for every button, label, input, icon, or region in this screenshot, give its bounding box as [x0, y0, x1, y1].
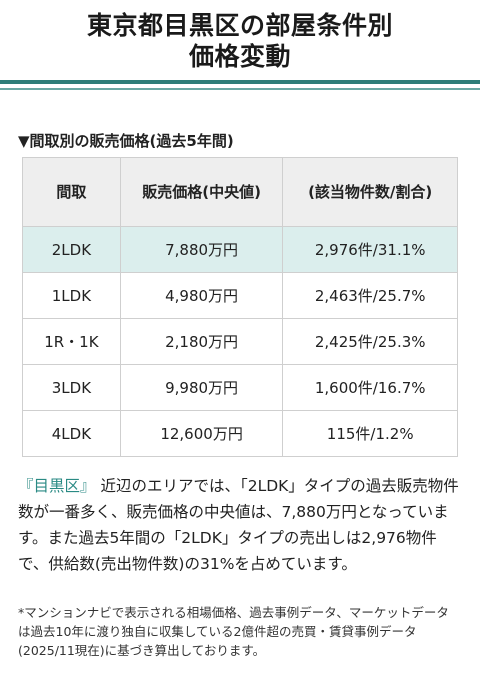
- summary-text: 近辺のエリアでは、「2LDK」タイプの過去販売物件数が一番多く、販売価格の中央値…: [18, 477, 459, 573]
- table-row: 4LDK 12,600万円 115件/1.2%: [22, 410, 458, 457]
- cell-share: 1,600件/16.7%: [282, 364, 458, 411]
- column-header-share: (該当物件数/割合): [282, 157, 458, 227]
- price-by-layout-table: 間取 販売価格(中央値) (該当物件数/割合) 2LDK 7,880万円 2,9…: [22, 157, 458, 457]
- area-name-link[interactable]: 『目黒区』: [18, 477, 96, 495]
- data-source-note: *マンションナビで表示される相場価格、過去事例データ、マーケットデータは過去10…: [18, 605, 449, 658]
- header-divider-thick: [0, 80, 480, 84]
- column-header-layout: 間取: [22, 157, 121, 227]
- cell-share: 2,976件/31.1%: [282, 226, 458, 273]
- cell-layout: 2LDK: [22, 226, 121, 273]
- summary-paragraph: 『目黒区』 近辺のエリアでは、「2LDK」タイプの過去販売物件数が一番多く、販売…: [18, 473, 460, 577]
- table-row: 1LDK 4,980万円 2,463件/25.7%: [22, 272, 458, 319]
- table-header-row: 間取 販売価格(中央値) (該当物件数/割合): [22, 157, 458, 227]
- header-divider-thin: [0, 88, 480, 90]
- table-row: 2LDK 7,880万円 2,976件/31.1%: [22, 226, 458, 273]
- cell-layout: 1LDK: [22, 272, 121, 319]
- section-heading: ▼間取別の販売価格(過去5年間): [18, 132, 234, 150]
- cell-price: 12,600万円: [119, 410, 284, 457]
- cell-price: 2,180万円: [119, 318, 284, 365]
- cell-layout: 3LDK: [22, 364, 121, 411]
- page-header: 東京都目黒区の部屋条件別 価格変動: [0, 0, 480, 72]
- table-row: 1R・1K 2,180万円 2,425件/25.3%: [22, 318, 458, 365]
- page-title-line-2: 価格変動: [188, 42, 291, 71]
- cell-price: 9,980万円: [119, 364, 284, 411]
- cell-layout: 4LDK: [22, 410, 121, 457]
- table-row: 3LDK 9,980万円 1,600件/16.7%: [22, 364, 458, 411]
- cell-share: 2,463件/25.7%: [282, 272, 458, 319]
- page-title-line-1: 東京都目黒区の部屋条件別: [86, 11, 393, 40]
- cell-price: 7,880万円: [119, 226, 284, 273]
- cell-share: 2,425件/25.3%: [282, 318, 458, 365]
- cell-price: 4,980万円: [119, 272, 284, 319]
- cell-layout: 1R・1K: [22, 318, 121, 365]
- column-header-price: 販売価格(中央値): [119, 157, 284, 227]
- cell-share: 115件/1.2%: [282, 410, 458, 457]
